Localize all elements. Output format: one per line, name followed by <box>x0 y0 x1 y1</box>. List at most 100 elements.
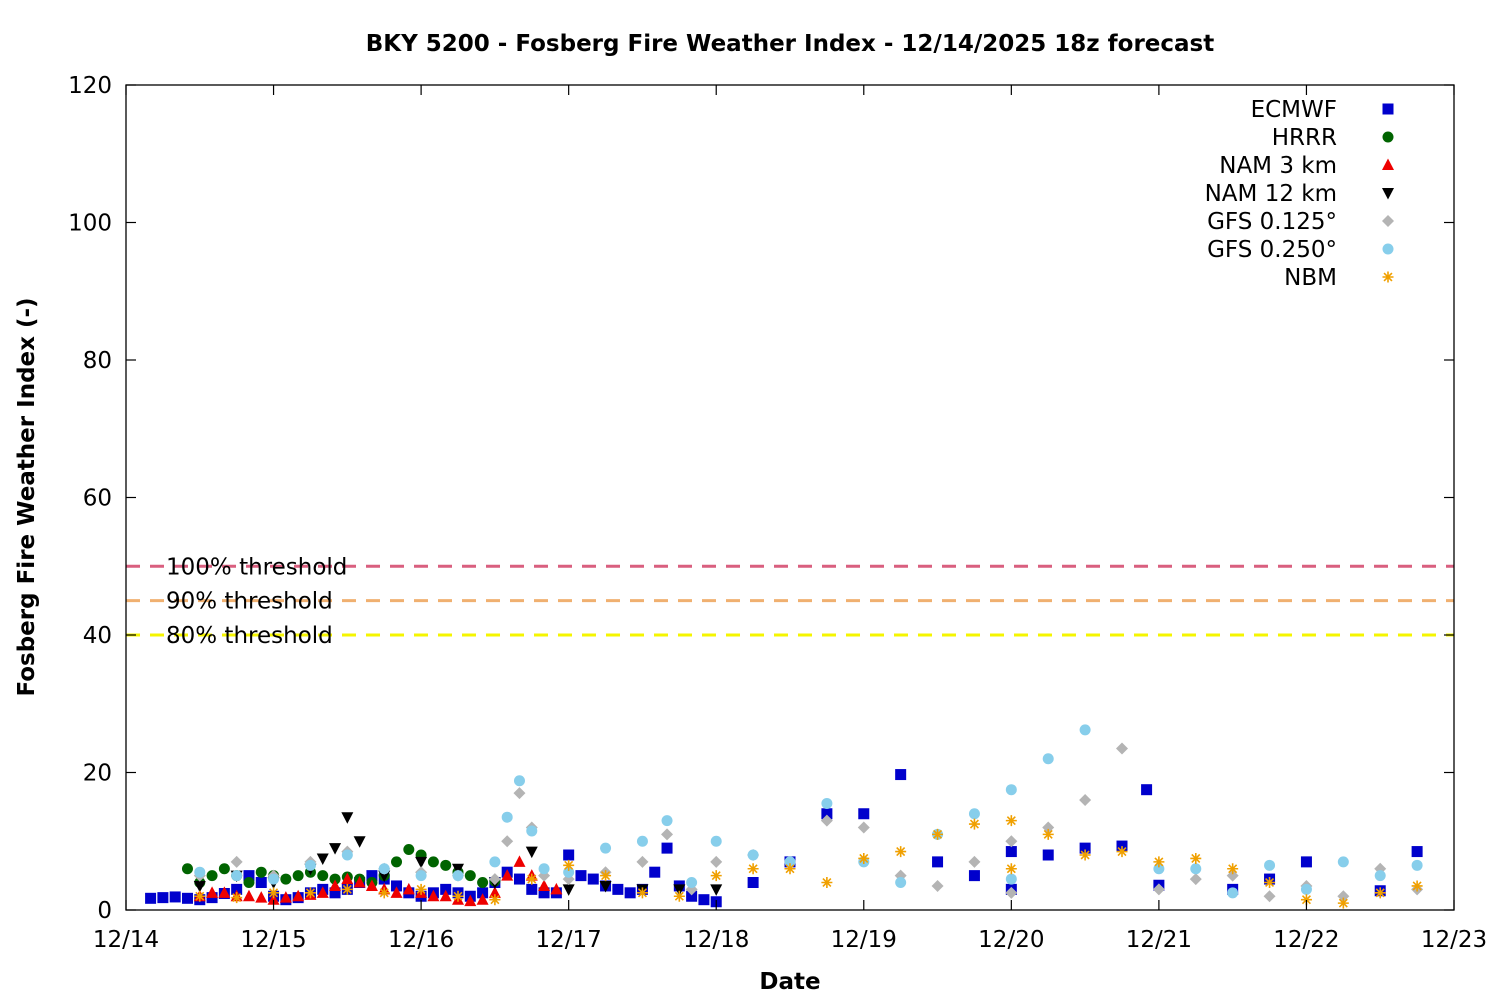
data-point <box>501 811 513 823</box>
data-point <box>1141 784 1153 796</box>
data-point <box>316 853 329 865</box>
data-point <box>538 863 550 875</box>
data-point <box>857 821 870 834</box>
data-point <box>145 892 157 904</box>
data-point <box>1411 880 1423 892</box>
data-point <box>636 887 648 899</box>
data-point <box>1005 815 1017 827</box>
data-point <box>895 846 907 858</box>
series-nbm <box>194 815 1423 909</box>
y-axis-label: Fosberg Fire Weather Index (-) <box>14 297 40 696</box>
data-point <box>501 835 514 848</box>
data-point <box>526 873 538 885</box>
data-point <box>858 852 870 864</box>
data-point <box>353 836 366 848</box>
data-point <box>391 856 403 868</box>
chart-title: BKY 5200 - Fosberg Fire Weather Index - … <box>366 31 1214 57</box>
legend-label: HRRR <box>1272 125 1337 151</box>
legend-marker <box>1382 243 1394 255</box>
data-point <box>821 808 833 820</box>
data-point <box>193 880 206 893</box>
legend-marker <box>1382 271 1394 283</box>
data-point <box>1300 856 1312 868</box>
data-point <box>304 887 316 899</box>
data-point <box>932 856 944 868</box>
data-point <box>1153 863 1165 875</box>
data-point <box>538 879 551 891</box>
threshold-label: 90% threshold <box>166 589 333 615</box>
data-point <box>280 873 292 885</box>
data-point <box>452 870 464 882</box>
data-point <box>563 866 575 878</box>
data-point <box>649 866 661 878</box>
data-point <box>366 870 378 882</box>
threshold-label: 100% threshold <box>166 554 347 580</box>
y-tick-label: 100 <box>68 211 112 237</box>
data-point <box>341 883 353 895</box>
data-point <box>1190 863 1202 875</box>
legend-label: NBM <box>1284 265 1337 291</box>
data-point <box>686 890 698 902</box>
data-point <box>243 877 255 888</box>
data-point <box>525 846 538 859</box>
data-point <box>931 879 944 892</box>
data-point <box>513 855 526 867</box>
data-point <box>599 880 612 893</box>
data-point <box>206 870 218 882</box>
data-point <box>427 889 440 902</box>
data-point <box>378 870 391 883</box>
data-point <box>624 887 636 899</box>
data-point <box>661 828 674 841</box>
y-tick-label: 20 <box>83 761 112 787</box>
data-point <box>821 797 833 809</box>
data-point <box>1005 784 1017 796</box>
data-point <box>1116 846 1128 858</box>
y-tick-label: 80 <box>83 348 112 374</box>
data-point <box>157 892 169 904</box>
series-gfs-0-250- <box>194 724 1423 899</box>
data-point <box>230 855 243 868</box>
data-point <box>636 855 649 868</box>
data-point <box>1079 724 1091 736</box>
data-point <box>464 870 476 882</box>
data-point <box>452 863 464 876</box>
data-point <box>563 859 575 871</box>
y-tick-label: 40 <box>83 623 112 649</box>
data-point <box>329 873 341 885</box>
data-point <box>550 882 563 895</box>
data-point <box>661 842 673 854</box>
data-point <box>1079 794 1092 806</box>
data-point <box>316 886 329 898</box>
data-point <box>1227 887 1239 899</box>
data-point <box>365 879 378 891</box>
data-point <box>477 887 489 899</box>
data-point <box>513 775 525 787</box>
data-point <box>1005 863 1017 875</box>
x-tick-label: 12/15 <box>240 927 306 953</box>
data-point <box>1374 887 1386 899</box>
data-point <box>1042 828 1054 840</box>
data-point <box>661 815 673 827</box>
data-point <box>858 808 870 820</box>
legend-label: GFS 0.250° <box>1207 237 1337 263</box>
data-point <box>279 891 292 903</box>
data-point <box>895 769 907 781</box>
data-point <box>292 870 304 882</box>
data-point <box>169 891 181 903</box>
legend-label: NAM 3 km <box>1219 153 1337 179</box>
data-point <box>415 870 427 882</box>
data-point <box>391 880 403 892</box>
data-point <box>477 877 489 888</box>
data-point <box>673 890 685 902</box>
data-point <box>747 877 759 888</box>
data-point <box>636 835 648 847</box>
legend-marker <box>1382 188 1394 200</box>
data-point <box>255 891 268 903</box>
series-gfs-0-125- <box>193 742 1424 903</box>
data-point <box>440 859 452 871</box>
data-point <box>1079 849 1091 861</box>
data-point <box>181 892 193 904</box>
data-point <box>526 883 538 895</box>
data-point <box>206 886 219 898</box>
